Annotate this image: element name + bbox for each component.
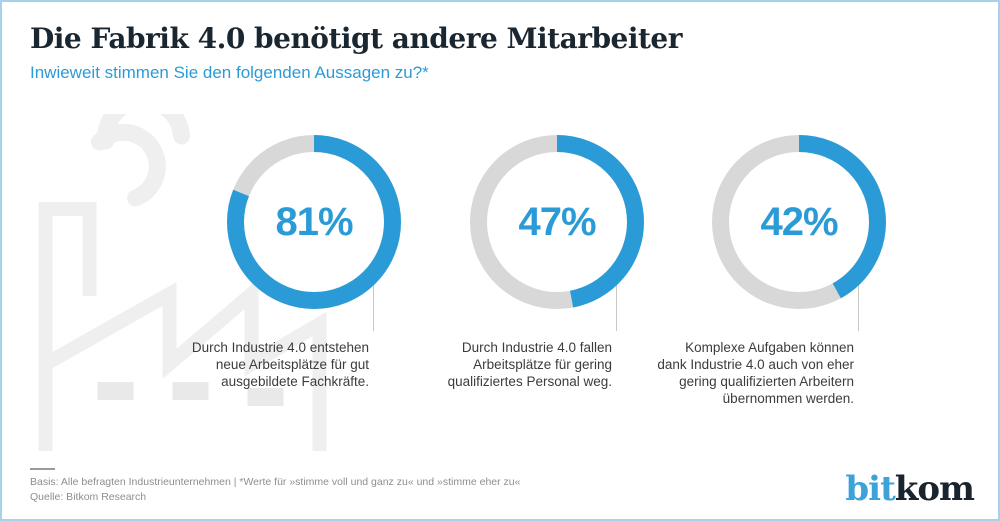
donut-value-arc	[470, 135, 644, 309]
statement-line: Arbeitsplätze für gering	[473, 357, 612, 372]
page-title: Die Fabrik 4.0 benötigt andere Mitarbeit…	[30, 22, 683, 55]
statement-line: qualifiziertes Personal weg.	[447, 374, 612, 389]
donut-value-arc	[712, 135, 886, 309]
statement-1: Durch Industrie 4.0 entstehen neue Arbei…	[192, 339, 369, 390]
statement-line: Durch Industrie 4.0 fallen	[461, 340, 612, 355]
connector-line-2	[616, 272, 617, 331]
statement-line: gering qualifizierten Arbeitern	[679, 374, 854, 389]
statement-line: dank Industrie 4.0 auch von eher	[657, 357, 854, 372]
bitkom-logo: bitkom	[845, 469, 975, 509]
factory-watermark-icon	[38, 114, 327, 451]
statement-line: Komplexe Aufgaben können	[685, 340, 854, 355]
statement-2: Durch Industrie 4.0 fallen Arbeitsplätze…	[448, 339, 612, 390]
donut-percentage-1: 81%	[275, 199, 353, 244]
statement-line: ausgebildete Fachkräfte.	[221, 374, 369, 389]
bitkom-logo-bit: bit	[845, 469, 895, 509]
donut-chart-2: 47%	[470, 135, 644, 309]
connector-line-3	[858, 272, 859, 331]
connector-line-1	[373, 272, 374, 331]
donut-value-arc	[227, 135, 401, 309]
footnote: Basis: Alle befragten Industrieunternehm…	[30, 475, 520, 504]
subtitle-question: Inwieweit stimmen Sie den folgenden Auss…	[30, 63, 429, 82]
footnote-divider	[30, 468, 55, 470]
footnote-basis: Basis: Alle befragten Industrieunternehm…	[30, 476, 521, 488]
statement-line: übernommen werden.	[722, 391, 854, 406]
statement-3: Komplexe Aufgaben können dank Industrie …	[657, 339, 854, 407]
donut-chart-1: 81%	[227, 135, 401, 309]
statement-line: Durch Industrie 4.0 entstehen	[191, 340, 369, 355]
footnote-quelle: Quelle: Bitkom Research	[30, 490, 147, 503]
donut-chart-3: 42%	[712, 135, 886, 309]
statement-line: neue Arbeitsplätze für gut	[215, 357, 369, 372]
donut-percentage-2: 47%	[518, 199, 596, 244]
donut-percentage-3: 42%	[760, 199, 838, 244]
bitkom-logo-kom: kom	[894, 469, 975, 509]
